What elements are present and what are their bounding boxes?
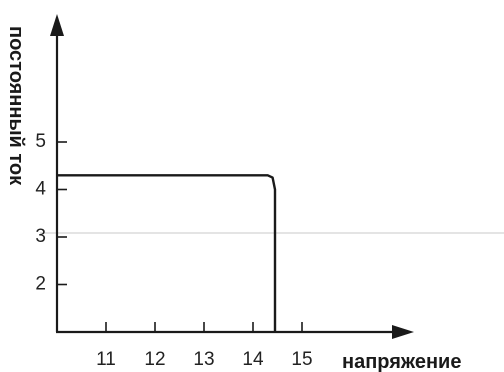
x-tick-label: 13: [193, 349, 214, 370]
y-axis-title: постоянный ток: [5, 26, 27, 186]
series-line: [57, 174, 277, 332]
series-group: [57, 174, 277, 332]
x-tick-label: 15: [291, 349, 312, 370]
y-tick-label: 3: [35, 226, 46, 247]
x-axis-arrow-icon: [392, 325, 414, 339]
x-tick-label: 14: [242, 349, 264, 370]
x-axis-ticks: 11 12 13 14 15: [96, 322, 313, 370]
x-tick-label: 12: [144, 349, 165, 370]
x-axis-title: напряжение: [342, 351, 461, 372]
y-tick-label: 2: [35, 274, 46, 295]
y-axis-ticks: 2 3 4 5: [35, 131, 67, 295]
x-tick-label: 11: [96, 349, 116, 370]
y-axis-arrow-icon: [50, 14, 64, 36]
y-tick-label: 5: [35, 131, 46, 152]
y-tick-label: 4: [35, 179, 46, 200]
